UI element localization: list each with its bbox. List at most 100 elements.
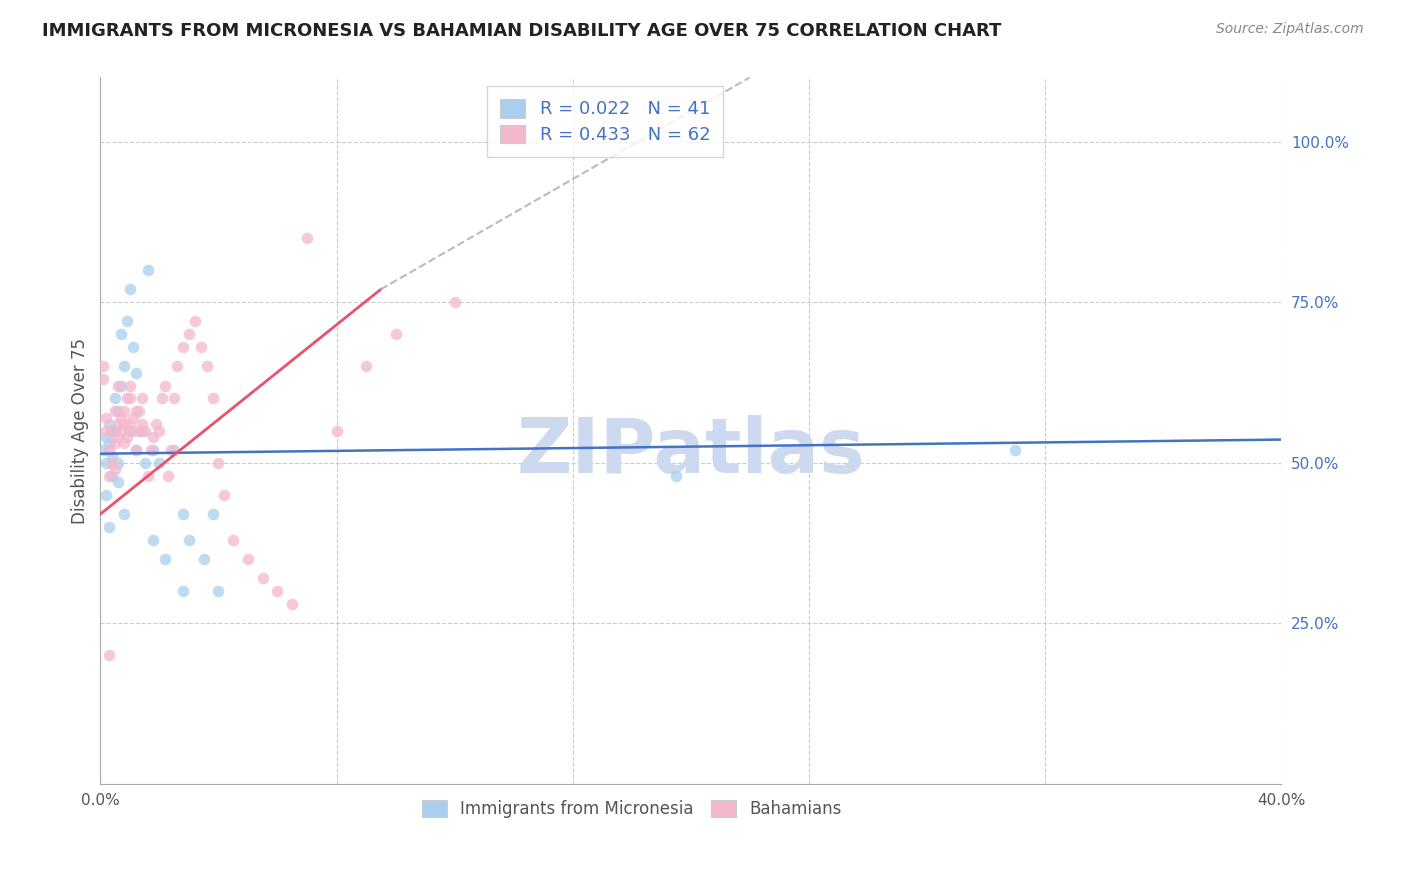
Point — [115, 430, 138, 444]
Point — [128, 424, 150, 438]
Point — [112, 417, 135, 432]
Point — [295, 231, 318, 245]
Point — [112, 404, 135, 418]
Point — [136, 263, 159, 277]
Point — [98, 436, 121, 450]
Point — [112, 436, 135, 450]
Point — [222, 533, 245, 547]
Point — [101, 424, 124, 438]
Point — [136, 468, 159, 483]
Point — [121, 410, 143, 425]
Point — [98, 468, 121, 483]
Point — [91, 442, 114, 457]
Point — [142, 430, 165, 444]
Point — [125, 366, 148, 380]
Point — [118, 392, 141, 406]
Point — [98, 648, 121, 663]
Point — [101, 424, 124, 438]
Point — [201, 507, 224, 521]
Point — [101, 468, 124, 483]
Point — [325, 424, 347, 438]
Point — [110, 378, 132, 392]
Point — [214, 488, 236, 502]
Point — [96, 430, 118, 444]
Point — [107, 417, 129, 432]
Point — [155, 378, 177, 392]
Point — [160, 442, 183, 457]
Point — [150, 392, 173, 406]
Point — [107, 404, 129, 418]
Point — [110, 327, 132, 342]
Point — [118, 417, 141, 432]
Point — [190, 340, 212, 354]
Point — [201, 392, 224, 406]
Point — [112, 359, 135, 374]
Point — [128, 404, 150, 418]
Point — [118, 378, 141, 392]
Point — [107, 475, 129, 489]
Point — [148, 456, 170, 470]
Point — [443, 295, 465, 310]
Point — [207, 456, 229, 470]
Point — [384, 327, 406, 342]
Point — [115, 314, 138, 328]
Point — [166, 359, 188, 374]
Point — [148, 424, 170, 438]
Point — [131, 417, 153, 432]
Text: Source: ZipAtlas.com: Source: ZipAtlas.com — [1216, 22, 1364, 37]
Point — [1004, 442, 1026, 457]
Legend: Immigrants from Micronesia, Bahamians: Immigrants from Micronesia, Bahamians — [415, 793, 848, 825]
Point — [177, 327, 200, 342]
Point — [172, 340, 194, 354]
Point — [131, 392, 153, 406]
Point — [107, 430, 129, 444]
Point — [354, 359, 377, 374]
Point — [193, 552, 215, 566]
Point — [104, 424, 127, 438]
Point — [184, 314, 207, 328]
Point — [142, 442, 165, 457]
Point — [118, 282, 141, 296]
Point — [101, 456, 124, 470]
Point — [118, 424, 141, 438]
Point — [195, 359, 218, 374]
Point — [131, 424, 153, 438]
Point — [155, 552, 177, 566]
Point — [104, 436, 127, 450]
Point — [177, 533, 200, 547]
Y-axis label: Disability Age Over 75: Disability Age Over 75 — [72, 337, 89, 524]
Point — [110, 424, 132, 438]
Point — [236, 552, 259, 566]
Point — [207, 584, 229, 599]
Point — [98, 520, 121, 534]
Point — [91, 372, 114, 386]
Point — [163, 442, 186, 457]
Point — [98, 417, 121, 432]
Text: IMMIGRANTS FROM MICRONESIA VS BAHAMIAN DISABILITY AGE OVER 75 CORRELATION CHART: IMMIGRANTS FROM MICRONESIA VS BAHAMIAN D… — [42, 22, 1001, 40]
Point — [101, 450, 124, 464]
Point — [157, 468, 180, 483]
Point — [98, 442, 121, 457]
Point — [266, 584, 288, 599]
Point — [104, 462, 127, 476]
Point — [125, 442, 148, 457]
Point — [110, 410, 132, 425]
Point — [125, 442, 148, 457]
Point — [121, 340, 143, 354]
Point — [134, 456, 156, 470]
Point — [665, 468, 688, 483]
Point — [91, 359, 114, 374]
Point — [125, 404, 148, 418]
Point — [96, 410, 118, 425]
Point — [252, 571, 274, 585]
Point — [96, 488, 118, 502]
Point — [139, 442, 162, 457]
Point — [142, 533, 165, 547]
Point — [107, 456, 129, 470]
Point — [281, 597, 304, 611]
Point — [121, 424, 143, 438]
Point — [107, 378, 129, 392]
Point — [172, 507, 194, 521]
Point — [134, 424, 156, 438]
Point — [96, 424, 118, 438]
